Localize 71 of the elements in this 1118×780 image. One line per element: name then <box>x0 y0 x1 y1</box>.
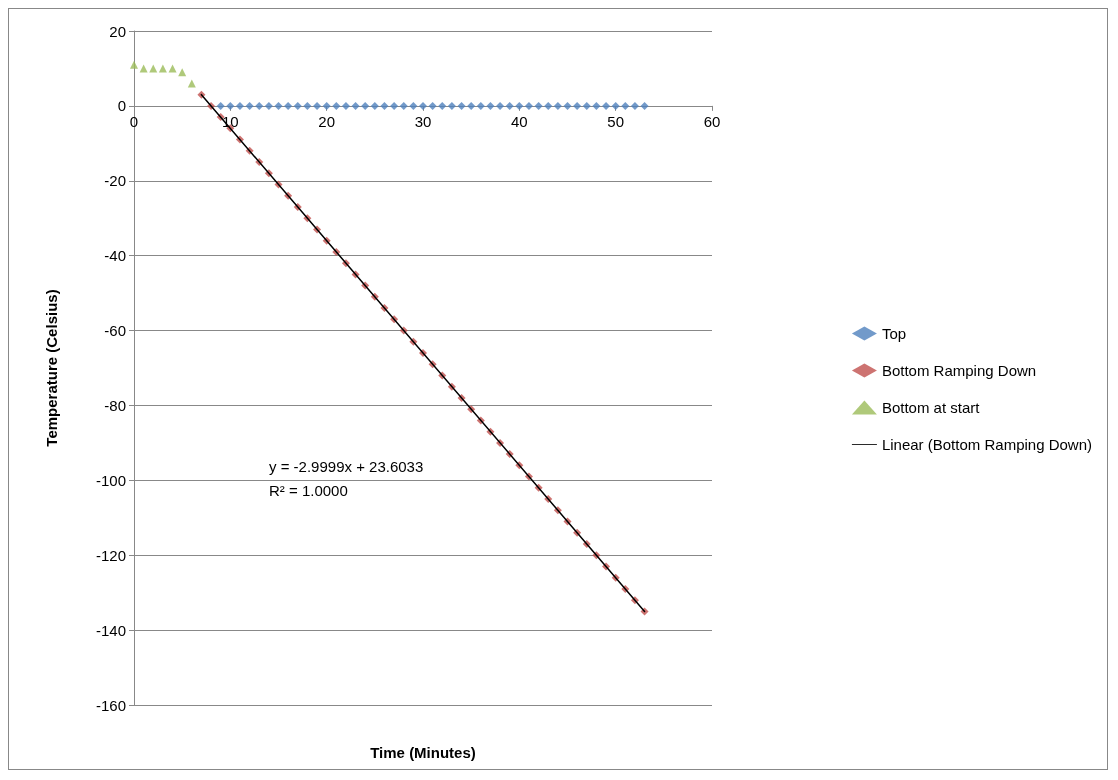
point <box>534 101 543 110</box>
y-tick-label: 0 <box>117 97 126 115</box>
point <box>409 101 418 110</box>
point <box>341 101 350 110</box>
point <box>428 101 437 110</box>
point <box>322 101 331 110</box>
point <box>515 101 524 110</box>
point <box>467 101 476 110</box>
point <box>640 101 649 110</box>
x-tick-label: 30 <box>414 112 432 130</box>
point <box>255 101 264 110</box>
y-tick-label: -120 <box>95 546 126 564</box>
y-tick-label: -100 <box>95 471 126 489</box>
point <box>351 101 360 110</box>
point <box>582 101 591 110</box>
y-axis-title: Temperature (Celsius) <box>43 289 60 447</box>
y-tick-label: 20 <box>109 22 126 40</box>
point <box>380 101 389 110</box>
point <box>563 101 572 110</box>
x-tick-label: 10 <box>221 112 239 130</box>
point <box>274 101 283 110</box>
point <box>476 101 485 110</box>
point <box>264 101 273 110</box>
annotation: y = -2.9999x + 23.6033 <box>268 458 424 475</box>
legend-label: Linear (Bottom Ramping Down) <box>881 436 1093 453</box>
annotation: R² = 1.0000 <box>268 482 348 499</box>
point <box>438 101 447 110</box>
point <box>130 60 138 69</box>
point <box>553 101 562 110</box>
y-tick-label: -20 <box>104 172 126 190</box>
point <box>399 101 408 110</box>
x-tick-label: 50 <box>607 112 625 130</box>
point <box>592 101 601 110</box>
y-tick-label: -140 <box>95 621 126 639</box>
x-tick-label: 20 <box>318 112 336 130</box>
point <box>245 101 254 110</box>
point <box>447 101 456 110</box>
point <box>621 101 630 110</box>
point <box>496 101 505 110</box>
point <box>361 101 370 110</box>
point <box>544 101 553 110</box>
legend-label: Bottom Ramping Down <box>881 362 1037 379</box>
point <box>226 101 235 110</box>
point <box>303 101 312 110</box>
point <box>573 101 582 110</box>
x-axis-title: Time (Minutes) <box>370 744 476 761</box>
x-tick-label: 60 <box>703 112 721 130</box>
y-tick-label: -60 <box>104 322 126 340</box>
point <box>332 101 341 110</box>
y-tick-label: -160 <box>95 696 126 714</box>
point <box>602 101 611 110</box>
point <box>370 101 379 110</box>
point <box>313 101 322 110</box>
point <box>457 101 466 110</box>
point <box>293 101 302 110</box>
point <box>524 101 533 110</box>
point <box>611 101 620 110</box>
point <box>284 101 293 110</box>
x-tick-label: 0 <box>129 112 139 130</box>
point <box>216 101 225 110</box>
x-tick-label: 40 <box>510 112 528 130</box>
y-tick-label: -80 <box>104 396 126 414</box>
point <box>486 101 495 110</box>
y-tick-label: -40 <box>104 247 126 265</box>
legend-label: Top <box>881 325 907 342</box>
point <box>505 101 514 110</box>
legend-label: Bottom at start <box>881 399 981 416</box>
point <box>390 101 399 110</box>
point <box>419 101 427 110</box>
point <box>235 101 244 110</box>
point <box>630 101 639 110</box>
